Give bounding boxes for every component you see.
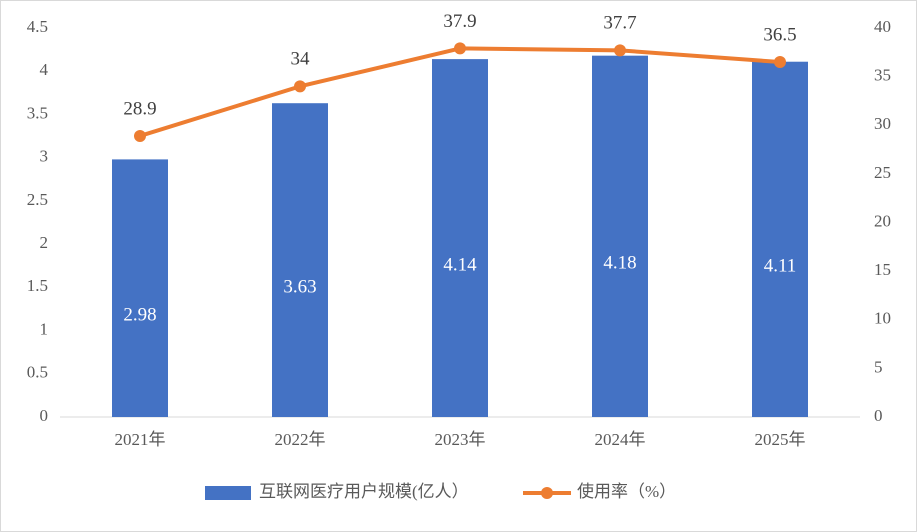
legend-swatch <box>205 486 251 500</box>
value-label: 37.9 <box>443 11 476 32</box>
value-label: 34 <box>291 49 311 70</box>
bar <box>272 103 328 417</box>
value-label: 36.5 <box>763 24 796 45</box>
y-tick-label: 4.5 <box>27 17 48 36</box>
legend-swatch <box>541 487 553 499</box>
y2-tick-label: 30 <box>874 114 891 133</box>
y-tick-label: 1 <box>40 319 49 338</box>
y-tick-label: 0.5 <box>27 363 48 382</box>
y-tick-label: 0 <box>40 406 49 425</box>
y2-tick-label: 15 <box>874 260 891 279</box>
legend-label: 互联网医疗用户规模(亿人） <box>259 482 469 501</box>
y-tick-label: 4 <box>40 60 49 79</box>
value-label: 2.98 <box>123 305 156 326</box>
y2-tick-label: 5 <box>874 357 883 376</box>
bar <box>592 55 648 417</box>
x-tick-label: 2022年 <box>275 430 326 449</box>
value-label: 4.11 <box>764 256 797 277</box>
value-label: 3.63 <box>283 276 316 297</box>
bar <box>752 61 808 418</box>
line-point <box>294 80 306 93</box>
value-label: 28.9 <box>123 98 156 119</box>
value-label: 4.18 <box>603 253 636 274</box>
y2-tick-label: 40 <box>874 17 891 36</box>
y2-tick-label: 25 <box>874 163 891 182</box>
value-label: 37.7 <box>603 13 636 34</box>
x-tick-label: 2023年 <box>435 430 486 449</box>
y-tick-label: 3 <box>40 147 49 166</box>
value-label: 4.14 <box>443 254 477 275</box>
line-point <box>614 44 626 57</box>
x-tick-label: 2025年 <box>755 430 806 449</box>
legend-label: 使用率（%） <box>577 481 676 501</box>
y2-tick-label: 35 <box>874 66 891 85</box>
bar <box>112 159 168 417</box>
y-tick-label: 3.5 <box>27 103 48 122</box>
y-tick-label: 1.5 <box>27 276 48 295</box>
y2-tick-label: 10 <box>874 309 891 328</box>
y-tick-label: 2.5 <box>27 190 48 209</box>
line-point <box>134 129 146 142</box>
bar <box>432 59 488 418</box>
line-point <box>774 56 786 69</box>
y-tick-label: 2 <box>40 233 49 252</box>
x-tick-label: 2021年 <box>115 430 166 449</box>
y2-tick-label: 20 <box>874 211 891 230</box>
x-tick-label: 2024年 <box>595 430 646 449</box>
line-point <box>454 42 466 55</box>
y2-tick-label: 0 <box>874 406 883 425</box>
